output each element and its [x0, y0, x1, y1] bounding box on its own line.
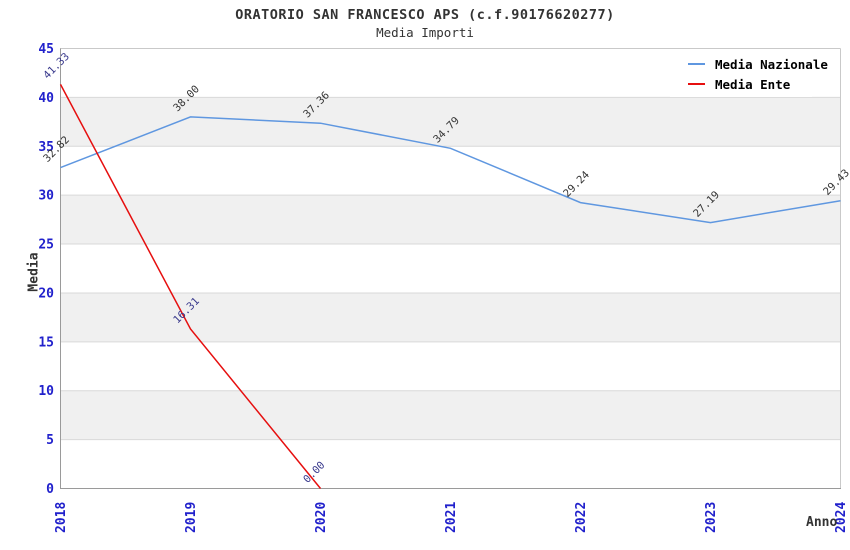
data-label: 29.43	[821, 167, 850, 198]
y-tick-label: 35	[38, 140, 54, 155]
series-line-media-ente	[59, 84, 322, 489]
y-grid-band	[60, 195, 841, 245]
x-tick-label: 2021	[444, 502, 459, 533]
y-tick-label: 20	[38, 286, 54, 301]
x-tick-label: 2023	[704, 502, 719, 533]
y-axis-title: Media	[26, 252, 42, 292]
x-axis-title: Anno	[806, 515, 838, 530]
x-tick-label: 2019	[184, 502, 199, 533]
y-tick-label: 15	[38, 335, 54, 350]
x-tick-label: 2018	[54, 502, 69, 533]
y-tick-label: 0	[46, 482, 54, 497]
y-tick-label: 25	[38, 238, 54, 253]
y-tick-label: 5	[46, 433, 54, 448]
legend: Media Nazionale Media Ente	[670, 51, 828, 97]
chart-title: ORATORIO SAN FRANCESCO APS (c.f.90176620…	[235, 7, 615, 23]
legend-item: Media Ente	[688, 76, 812, 92]
y-grid-band	[60, 97, 841, 147]
x-tick-label: 2020	[314, 502, 329, 533]
legend-label: Media Ente	[715, 76, 791, 92]
chart-subtitle: Media Importi	[376, 25, 474, 40]
y-grid-band	[60, 390, 841, 440]
x-tick-label: 2022	[574, 502, 589, 533]
x-tick-label: 2024	[834, 502, 849, 533]
legend-line-sample-icon	[688, 63, 705, 65]
y-grid-band	[60, 292, 841, 342]
y-tick-label: 45	[38, 42, 54, 57]
legend-label: Media Nazionale	[715, 56, 828, 72]
series-line-media-nazionale	[60, 116, 841, 224]
y-tick-label: 10	[38, 384, 54, 399]
legend-line-sample-icon	[688, 83, 705, 85]
legend-item: Media Nazionale	[688, 56, 828, 72]
y-tick-label: 40	[38, 91, 54, 106]
y-tick-label: 30	[38, 189, 54, 204]
